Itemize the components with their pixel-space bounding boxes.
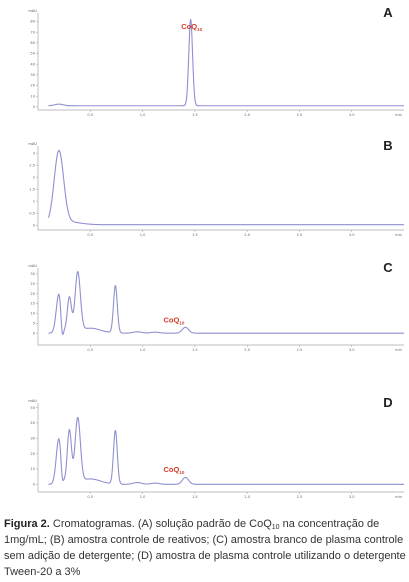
x-tick-label: 1.0 — [140, 495, 146, 499]
x-tick-label: 2.5 — [297, 233, 303, 237]
x-tick-label: 0.5 — [87, 348, 93, 352]
chromatogram-panel-a: mAU 0 10 20 30 40 50 60 70 80 0.5 1.0 1.5 2.0 2.5 3.0 mi… — [28, 5, 405, 117]
coq10-peak-annotation: CoQ10 — [181, 22, 202, 32]
y-tick-label: 0 — [33, 331, 36, 335]
x-tick-label: 3.0 — [349, 113, 355, 117]
x-tick-label: 1.5 — [192, 495, 198, 499]
axis-lines — [37, 403, 404, 493]
y-unit-label: mAU — [28, 9, 37, 13]
chromatogram-trace — [48, 270, 405, 336]
x-tick-label: 0.5 — [87, 233, 93, 237]
x-unit-label: min — [395, 348, 402, 352]
y-tick-label: 0 — [33, 483, 36, 487]
y-tick-label: 20 — [30, 84, 35, 88]
x-tick-label: 2.5 — [297, 113, 303, 117]
y-unit-label: mAU — [28, 142, 37, 146]
x-unit-label: min — [395, 495, 402, 499]
y-tick-label: 70 — [30, 30, 35, 34]
x-tick-label: 1.0 — [140, 233, 146, 237]
x-tick-label: 1.0 — [140, 113, 146, 117]
chromatogram-panel-b: mAU 0 0.5 1 1.5 2 2.5 3 0.5 1.0 1.5 2.0 2.5 3.0 min B — [28, 138, 405, 237]
y-tick-label: 3 — [33, 151, 35, 155]
x-tick-label: 2.5 — [297, 348, 303, 352]
y-tick-label: 30 — [30, 73, 35, 77]
x-tick-label: 1.5 — [192, 113, 198, 117]
x-unit-label: min — [395, 233, 402, 237]
panel-label: B — [383, 138, 392, 153]
panel-label: C — [383, 260, 393, 275]
y-tick-label: 30 — [30, 436, 35, 440]
chromatogram-trace — [47, 149, 405, 226]
chromatogram-trace — [48, 18, 405, 107]
y-tick-label: 50 — [30, 52, 35, 56]
coq10-peak-annotation: CoQ10 — [164, 315, 185, 325]
y-tick-label: 40 — [30, 421, 35, 425]
y-tick-label: 20 — [30, 452, 35, 456]
y-tick-label: 0 — [33, 105, 36, 109]
y-tick-label: 80 — [30, 20, 35, 24]
x-tick-label: 1.5 — [192, 233, 198, 237]
y-tick-label: 30 — [30, 272, 35, 276]
chromatogram-panel-c: mAU 0 5 10 15 20 25 30 0.5 1.0 1.5 2.0 2.5 3.0 min CoQ1… — [28, 260, 405, 352]
y-tick-label: 0.5 — [29, 211, 35, 215]
coq10-peak-annotation: CoQ10 — [164, 465, 185, 475]
panel-label: D — [383, 395, 392, 410]
x-tick-label: 3.0 — [349, 233, 355, 237]
chromatogram-trace — [48, 416, 405, 485]
x-tick-label: 2.0 — [244, 233, 250, 237]
y-tick-label: 0 — [33, 223, 36, 227]
x-tick-label: 1.0 — [140, 348, 146, 352]
y-tick-label: 40 — [30, 62, 35, 66]
y-tick-label: 10 — [30, 94, 35, 98]
caption-text-1: Cromatogramas. (A) solução padrão de CoQ — [49, 518, 272, 530]
chromatogram-panel-d: mAU 0 10 20 30 40 50 0.5 1.0 1.5 2.0 2.5 3.0 min CoQ10… — [28, 395, 405, 499]
axis-lines — [37, 146, 404, 231]
y-tick-label: 10 — [30, 312, 35, 316]
x-unit-label: min — [395, 113, 402, 117]
caption-subscript: 10 — [271, 524, 280, 531]
axis-lines — [37, 13, 404, 111]
y-tick-label: 15 — [30, 302, 35, 306]
figure-caption: Figura 2. Cromatogramas. (A) solução pad… — [4, 516, 406, 580]
x-tick-label: 3.0 — [349, 348, 355, 352]
panel-label: A — [383, 5, 393, 20]
y-tick-label: 25 — [30, 282, 35, 286]
y-tick-label: 1.5 — [29, 187, 35, 191]
y-unit-label: mAU — [28, 264, 37, 268]
x-tick-label: 2.0 — [244, 113, 250, 117]
x-tick-label: 2.5 — [297, 495, 303, 499]
caption-text-2: na concentração de 1mg/mL; (B) amostra c… — [4, 518, 406, 578]
x-tick-label: 2.0 — [244, 495, 250, 499]
figure-label: Figura 2. — [4, 518, 50, 530]
y-tick-label: 1 — [33, 199, 35, 203]
y-tick-label: 20 — [30, 292, 35, 296]
y-tick-label: 60 — [30, 41, 35, 45]
x-tick-label: 2.0 — [244, 348, 250, 352]
y-tick-label: 50 — [30, 406, 35, 410]
y-tick-label: 2.5 — [29, 163, 35, 167]
y-tick-label: 2 — [33, 175, 35, 179]
y-tick-label: 10 — [30, 467, 35, 471]
x-tick-label: 1.5 — [192, 348, 198, 352]
x-tick-label: 0.5 — [87, 113, 93, 117]
x-tick-label: 0.5 — [87, 495, 93, 499]
x-tick-label: 3.0 — [349, 495, 355, 499]
y-unit-label: mAU — [28, 399, 37, 403]
y-tick-label: 5 — [33, 321, 35, 325]
